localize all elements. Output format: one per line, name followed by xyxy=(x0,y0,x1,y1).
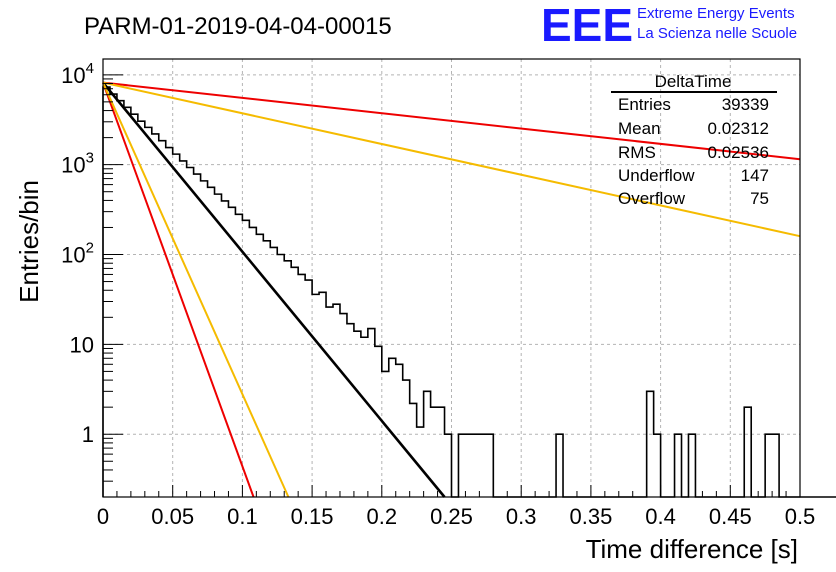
fit-lines xyxy=(101,81,801,498)
x-tick-label: 0.4 xyxy=(645,504,676,529)
y-tick-label: 103 xyxy=(61,150,94,178)
x-tick-label: 0.05 xyxy=(151,504,194,529)
stats-row-value: 39339 xyxy=(722,95,769,114)
fit-line xyxy=(102,81,801,238)
logo-line-2: La Scienza nelle Scuole xyxy=(637,25,797,42)
stats-row-label: RMS xyxy=(618,143,656,162)
fit-line xyxy=(102,81,801,161)
stats-box: DeltaTime Entries 39339 Mean 0.02312 RMS… xyxy=(611,72,777,208)
stats-row-value: 0.02536 xyxy=(708,143,769,162)
x-tick-label: 0.25 xyxy=(430,504,473,529)
y-tick-label: 10 xyxy=(70,332,94,357)
stats-row-label: Entries xyxy=(618,95,671,114)
chart-title: PARM-01-2019-04-04-00015 xyxy=(84,13,392,40)
x-tick-label: 0.3 xyxy=(506,504,537,529)
logo-line-1: Extreme Energy Events xyxy=(637,5,795,22)
stats-row-label: Overflow xyxy=(618,189,686,208)
logo-mark: EEE xyxy=(541,0,633,51)
y-tick-label: 104 xyxy=(61,60,94,88)
fit-line xyxy=(102,82,290,498)
x-axis: 0 0.05 0.1 0.15 0.2 0.25 0.3 0.35 0.4 0.45 0.5 xyxy=(97,485,815,529)
stats-row-value: 147 xyxy=(741,166,769,185)
stats-row-label: Underflow xyxy=(618,166,695,185)
histogram-outline xyxy=(102,86,836,498)
stats-row-label: Mean xyxy=(618,119,661,138)
x-tick-label: 0.5 xyxy=(785,504,816,529)
y-tick-label: 1 xyxy=(82,422,94,447)
x-tick-label: 0.1 xyxy=(227,504,258,529)
x-axis-title: Time difference [s] xyxy=(586,534,798,564)
x-tick-label: 0.45 xyxy=(709,504,752,529)
stats-title: DeltaTime xyxy=(655,72,732,91)
x-tick-label: 0 xyxy=(97,504,109,529)
fit-line xyxy=(102,82,255,498)
y-axis: 1 10 102 103 104 xyxy=(61,60,123,498)
eee-logo: EEE Extreme Energy Events La Scienza nel… xyxy=(541,0,797,51)
stats-row-value: 75 xyxy=(750,189,769,208)
x-tick-label: 0.35 xyxy=(569,504,612,529)
y-axis-title: Entries/bin xyxy=(14,180,44,303)
fit-line xyxy=(101,81,446,498)
stats-row-value: 0.02312 xyxy=(708,119,769,138)
x-tick-label: 0.2 xyxy=(367,504,398,529)
histogram xyxy=(102,86,836,498)
y-tick-label: 102 xyxy=(61,240,94,268)
x-tick-label: 0.15 xyxy=(291,504,334,529)
